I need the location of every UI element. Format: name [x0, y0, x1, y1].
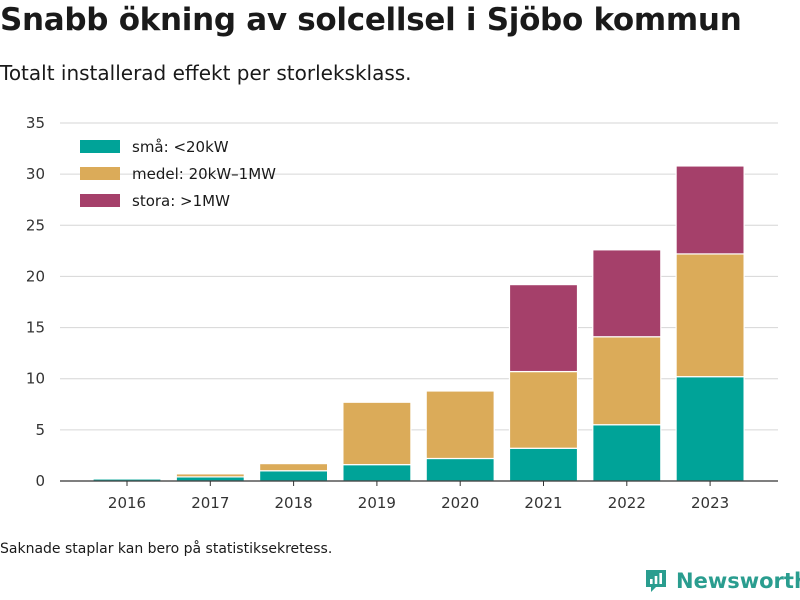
bars: [92, 165, 745, 482]
legend-swatch: [80, 167, 120, 180]
bar-segment: [175, 473, 245, 478]
bar-segment: [508, 370, 579, 449]
x-axis-ticks: 2016 2017 2018 2019 2020 2021 2022 2023: [108, 481, 729, 512]
bar-segment: [592, 424, 662, 482]
newsworthy-logo-icon: [646, 570, 666, 592]
brand-logo: Newsworthy: [644, 568, 800, 594]
chart-subtitle: Totalt installerad effekt per storlekskl…: [0, 61, 412, 85]
y-tick-label: 20: [26, 267, 45, 285]
y-tick-label: 15: [26, 319, 45, 337]
legend-swatch: [80, 140, 120, 153]
x-tick-label: 2022: [608, 494, 646, 512]
y-tick-label: 10: [26, 370, 45, 388]
bar-segment: [508, 284, 579, 373]
legend: små: <20kW medel: 20kW–1MW stora: >1MW: [80, 138, 276, 210]
bar-segment: [675, 165, 745, 255]
footnote: Saknade staplar kan bero på statistiksek…: [0, 541, 333, 557]
legend-label: stora: >1MW: [132, 192, 230, 210]
chart-title: Snabb ökning av solcellsel i Sjöbo kommu…: [0, 2, 742, 38]
y-tick-label: 25: [26, 216, 45, 234]
bar-segment: [675, 253, 745, 378]
y-tick-label: 30: [26, 165, 45, 183]
y-tick-label: 35: [26, 114, 45, 132]
bar-segment: [259, 463, 329, 472]
y-tick-label: 5: [35, 421, 45, 439]
x-tick-label: 2020: [441, 494, 479, 512]
bar-segment: [508, 447, 579, 482]
legend-swatch: [80, 194, 120, 207]
legend-label: medel: 20kW–1MW: [132, 165, 276, 183]
bar-segment: [675, 376, 745, 482]
brand-name: Newsworthy: [676, 569, 800, 593]
legend-label: små: <20kW: [132, 138, 229, 156]
x-tick-label: 2021: [524, 494, 562, 512]
y-axis-ticks: 0 5 10 15 20 25 30 35: [26, 114, 45, 490]
x-tick-label: 2019: [358, 494, 396, 512]
x-tick-label: 2023: [691, 494, 729, 512]
bar-segment: [592, 336, 662, 426]
bar-segment: [425, 390, 495, 460]
bar-segment: [592, 249, 662, 338]
x-tick-label: 2016: [108, 494, 146, 512]
bar-segment: [259, 470, 329, 482]
y-tick-label: 0: [35, 472, 45, 490]
x-tick-label: 2017: [191, 494, 229, 512]
bar-segment: [425, 457, 495, 482]
x-tick-label: 2018: [275, 494, 313, 512]
bar-segment: [342, 464, 412, 482]
bar-segment: [342, 401, 412, 466]
